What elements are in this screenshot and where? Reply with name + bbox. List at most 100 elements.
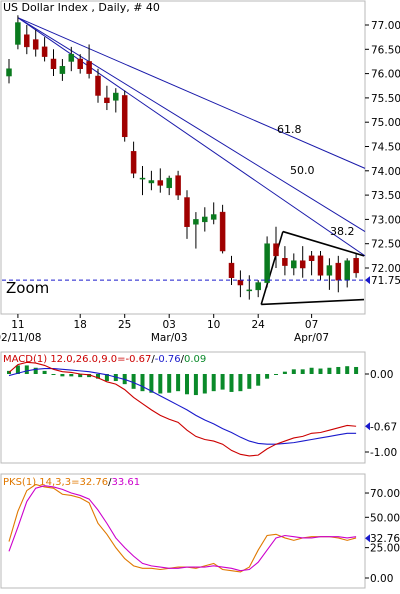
pks-tag-arrow [365, 534, 370, 543]
macd-histogram-bar [42, 370, 47, 374]
pks-tick-label: 0.00 [370, 573, 393, 585]
candle-body [166, 177, 172, 189]
candle-body [50, 58, 57, 69]
fibonacci-fan [17, 17, 366, 306]
macd-histogram-bar [193, 374, 198, 396]
zoom-label[interactable]: Zoom [6, 279, 49, 297]
candlestick-series [6, 15, 359, 300]
candle-body [219, 211, 226, 252]
macd-histogram-bar [318, 368, 323, 374]
macd-histogram-bar [220, 374, 225, 390]
pks-label: PKS(1) 14,3,3=32.76/33.61 [3, 477, 140, 488]
candle-body [77, 58, 83, 69]
candle-body [95, 75, 101, 96]
candle-body [15, 22, 21, 45]
date-tick-label: 03 [163, 319, 176, 331]
macd-plot [7, 361, 359, 457]
candle-body [121, 95, 128, 138]
date-tick-label: 11 [11, 319, 24, 331]
price-tick-label: 76.50 [371, 44, 400, 56]
support-trendline [261, 298, 365, 306]
macd-histogram-bar [87, 374, 92, 378]
fib-label-38-2: 38.2 [330, 225, 355, 238]
candle-body [237, 279, 244, 286]
macd-histogram-bar [309, 367, 314, 374]
macd-histogram-bar [60, 374, 65, 377]
pks-tick-label: 70.00 [370, 488, 400, 500]
macd-histogram-bar [140, 374, 145, 392]
macd-histogram-bar [15, 365, 20, 374]
triangle-left-edge [260, 231, 284, 305]
price-tick-label: 73.50 [371, 190, 400, 202]
price-tick-label: 73.00 [371, 214, 400, 226]
macd-histogram-bar [229, 374, 234, 392]
macd-histogram-bar [104, 374, 109, 382]
candle-body [130, 151, 137, 174]
price-axis: 77.00 76.50 76.00 75.50 75.00 74.50 74.00 73.50… [2, 20, 400, 288]
macd-histogram-bar [327, 367, 332, 374]
date-tick-label: 18 [74, 319, 87, 331]
macd-last-value: -0.67 [370, 421, 397, 433]
date-tick-label: 07 [305, 319, 318, 331]
candle-body [326, 265, 333, 276]
candle-body [86, 61, 92, 74]
fan-line-2 [17, 17, 366, 257]
candle-body [291, 260, 297, 269]
macd-histogram-bar [291, 369, 296, 374]
price-tag-arrow [365, 276, 370, 285]
pks-plot [8, 483, 357, 573]
candle-body [255, 282, 261, 291]
candle-body [317, 255, 324, 276]
macd-histogram-bar [202, 374, 207, 394]
macd-histogram-bar [256, 374, 261, 386]
price-tick-label: 72.50 [371, 239, 400, 251]
macd-tag-arrow [365, 422, 370, 431]
price-tick-label: 74.50 [371, 142, 400, 154]
candle-body [353, 258, 359, 274]
fib-label-61-8: 61.8 [277, 123, 302, 136]
macd-histogram-bar [247, 374, 252, 389]
candle-body [24, 34, 30, 48]
pks-last-value: 32.76 [370, 533, 400, 545]
candle-body [6, 68, 12, 77]
candle-body [335, 262, 342, 281]
candle-body [246, 289, 253, 292]
pks-d-line [8, 485, 357, 572]
candle-body [68, 53, 75, 62]
candle-body [228, 262, 235, 278]
candle-body [344, 260, 350, 281]
price-tick-label: 75.00 [371, 117, 400, 129]
pks-panel[interactable] [0, 473, 366, 589]
macd-histogram-bar [96, 374, 100, 379]
candle-body [41, 46, 48, 57]
candle-body [175, 175, 181, 196]
fan-line-0 [17, 17, 366, 169]
candle-body [308, 255, 315, 261]
price-tick-label: 77.00 [371, 20, 400, 32]
date-month-label: 02/11/08 [0, 332, 41, 344]
candle-body [148, 180, 155, 184]
candle-body [184, 197, 190, 227]
price-tag: 71.75 [371, 275, 400, 287]
pks-k-line [8, 483, 357, 573]
macd-histogram-bar [336, 366, 341, 374]
macd-histogram-bar [211, 374, 216, 392]
resistance-trendline [282, 230, 365, 257]
pks-tick-label: 25.00 [370, 543, 400, 555]
candle-body [104, 97, 110, 104]
macd-histogram-bar [185, 374, 189, 395]
price-tick-label: 75.50 [371, 93, 400, 105]
candle-body [193, 219, 199, 225]
price-panel[interactable] [0, 0, 366, 315]
candle-body [202, 216, 208, 223]
macd-histogram-bar [33, 367, 38, 374]
macd-line [8, 361, 357, 457]
candle-body [139, 177, 146, 180]
fib-label-50-0: 50.0 [290, 164, 315, 177]
candle-body [113, 92, 119, 101]
macd-histogram-bar [24, 365, 29, 374]
date-tick-label: 10 [207, 319, 220, 331]
